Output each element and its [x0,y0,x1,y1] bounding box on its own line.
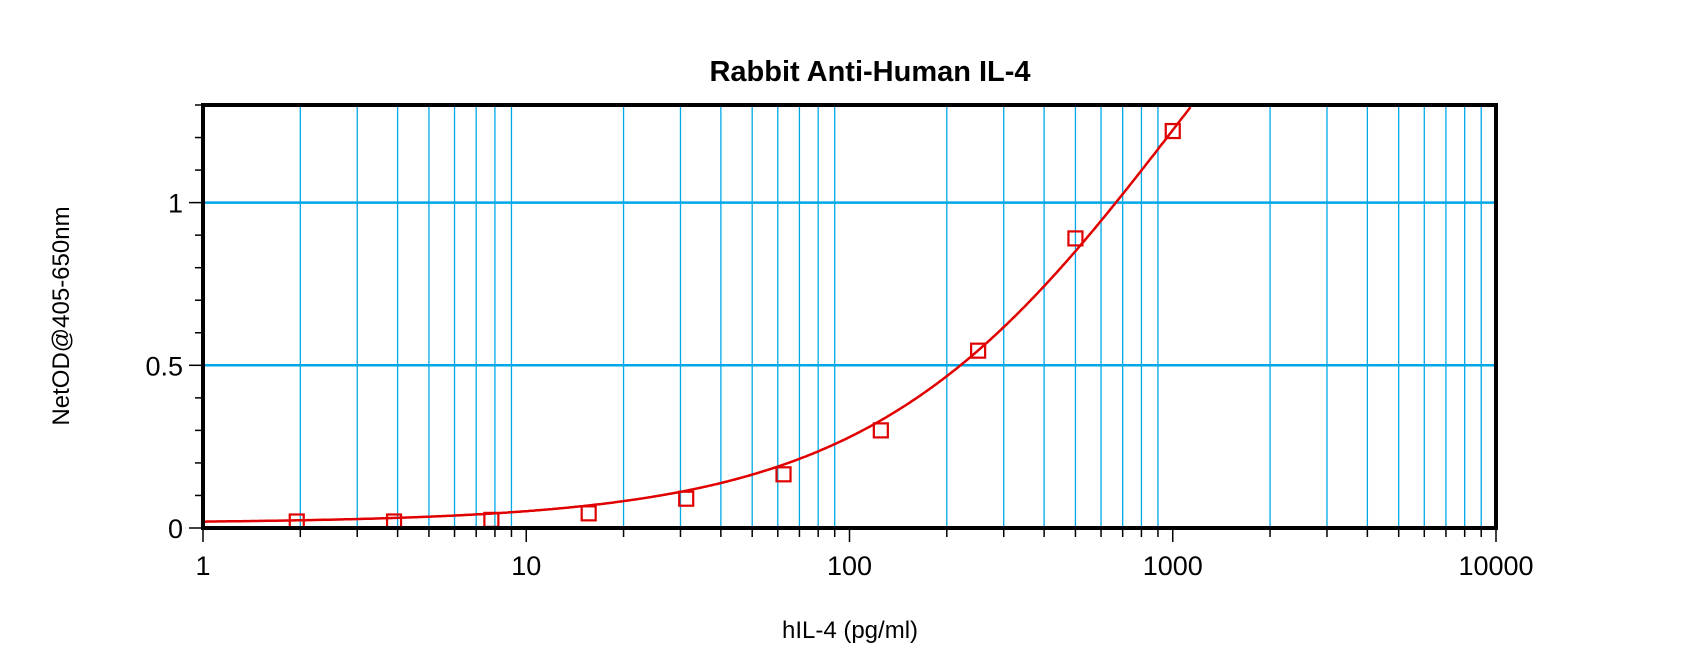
chart-title: Rabbit Anti-Human IL-4 [709,56,1030,88]
plot-frame [201,103,1498,530]
data-point [1067,230,1084,247]
grid [203,105,1496,528]
data-point [775,466,792,483]
data-point [678,490,695,507]
x-axis-label: hIL-4 (pg/ml) [782,617,918,644]
y-axis-label: NetOD@405-650nm [48,206,75,425]
x-tick-label: 10 [511,551,541,581]
ticks [189,104,1497,542]
x-tick-label: 1000 [1143,551,1203,581]
y-tick-label: 0 [168,514,183,544]
data-points [288,122,1181,530]
x-tick-label: 1 [195,551,210,581]
data-point [580,505,597,522]
y-tick-label: 0.5 [145,351,183,381]
y-tick-label: 1 [168,189,183,219]
data-point [872,422,889,439]
fit-curve [203,106,1192,523]
data-point [970,342,987,359]
x-tick-label: 10000 [1458,551,1533,581]
x-tick-label: 100 [827,551,872,581]
data-point [1164,122,1181,140]
fit-curve-group [203,106,1192,523]
